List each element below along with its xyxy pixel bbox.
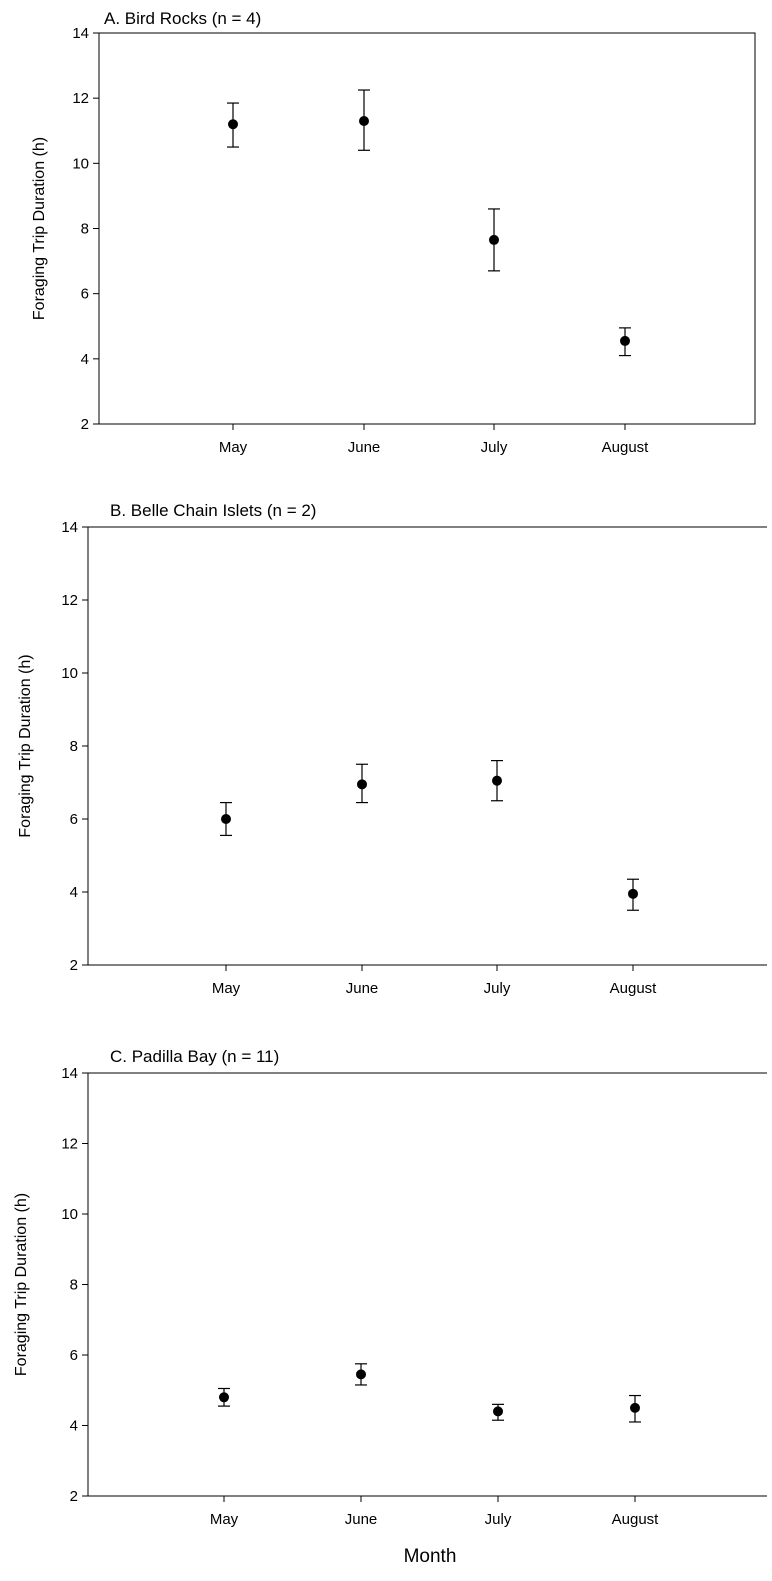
y-tick-label: 10 bbox=[72, 155, 89, 172]
x-tick-label: July bbox=[481, 439, 508, 456]
y-tick-label: 14 bbox=[61, 1065, 78, 1082]
y-tick-label: 8 bbox=[81, 221, 89, 238]
chart-panel: A. Bird Rocks (n = 4) 2 4 6 8 10 12 14 Foraging … bbox=[31, 9, 756, 456]
data-point bbox=[357, 779, 367, 790]
y-tick-label: 6 bbox=[70, 811, 78, 828]
y-tick-label: 14 bbox=[61, 519, 78, 536]
x-tick-label: July bbox=[484, 980, 511, 997]
y-tick-label: 8 bbox=[70, 1277, 78, 1294]
y-tick-label: 4 bbox=[70, 884, 78, 901]
y-tick-label: 4 bbox=[81, 351, 89, 368]
x-tick-label: May bbox=[219, 439, 248, 456]
data-point bbox=[493, 1406, 503, 1417]
y-tick-label: 12 bbox=[72, 90, 89, 107]
x-tick-label: July bbox=[485, 1511, 512, 1528]
chart-panel: C. Padilla Bay (n = 11) 2 4 6 8 10 12 14 Foragin… bbox=[13, 1047, 767, 1528]
panel-title: A. Bird Rocks (n = 4) bbox=[104, 9, 261, 28]
x-tick-label: June bbox=[348, 439, 381, 456]
y-tick-label: 14 bbox=[72, 25, 89, 42]
data-point bbox=[620, 335, 630, 346]
data-point bbox=[219, 1392, 229, 1403]
y-tick-label: 6 bbox=[81, 286, 89, 303]
panel-title: B. Belle Chain Islets (n = 2) bbox=[110, 501, 316, 520]
y-tick-label: 6 bbox=[70, 1347, 78, 1364]
y-axis-label: Foraging Trip Duration (h) bbox=[17, 654, 34, 837]
y-tick-label: 2 bbox=[70, 1488, 78, 1505]
chart-panel: B. Belle Chain Islets (n = 2) 2 4 6 8 10 12 14 F… bbox=[17, 501, 767, 997]
y-axis-label: Foraging Trip Duration (h) bbox=[31, 137, 48, 320]
panel-title: C. Padilla Bay (n = 11) bbox=[110, 1047, 279, 1066]
x-tick-label: August bbox=[602, 439, 650, 456]
data-point bbox=[356, 1369, 366, 1380]
data-point bbox=[492, 775, 502, 786]
x-axis-title: Month bbox=[404, 1546, 457, 1567]
data-point bbox=[489, 234, 499, 245]
y-tick-label: 10 bbox=[61, 1206, 78, 1223]
plot-frame bbox=[98, 32, 756, 425]
x-tick-label: August bbox=[612, 1511, 660, 1528]
x-tick-label: May bbox=[210, 1511, 239, 1528]
y-axis-label: Foraging Trip Duration (h) bbox=[13, 1193, 30, 1376]
x-tick-label: June bbox=[346, 980, 379, 997]
y-tick-label: 4 bbox=[70, 1418, 78, 1435]
y-tick-label: 12 bbox=[61, 592, 78, 609]
data-point bbox=[359, 115, 369, 126]
data-point bbox=[221, 814, 231, 824]
y-tick-label: 2 bbox=[81, 416, 89, 433]
data-point bbox=[628, 888, 638, 899]
y-tick-label: 8 bbox=[70, 738, 78, 755]
x-tick-label: August bbox=[610, 980, 658, 997]
data-point bbox=[228, 119, 238, 130]
y-tick-label: 2 bbox=[70, 957, 78, 974]
x-tick-label: June bbox=[345, 1511, 378, 1528]
y-tick-label: 12 bbox=[61, 1136, 78, 1153]
y-tick-label: 10 bbox=[61, 665, 78, 682]
x-tick-label: May bbox=[212, 980, 241, 997]
data-point bbox=[630, 1402, 640, 1413]
